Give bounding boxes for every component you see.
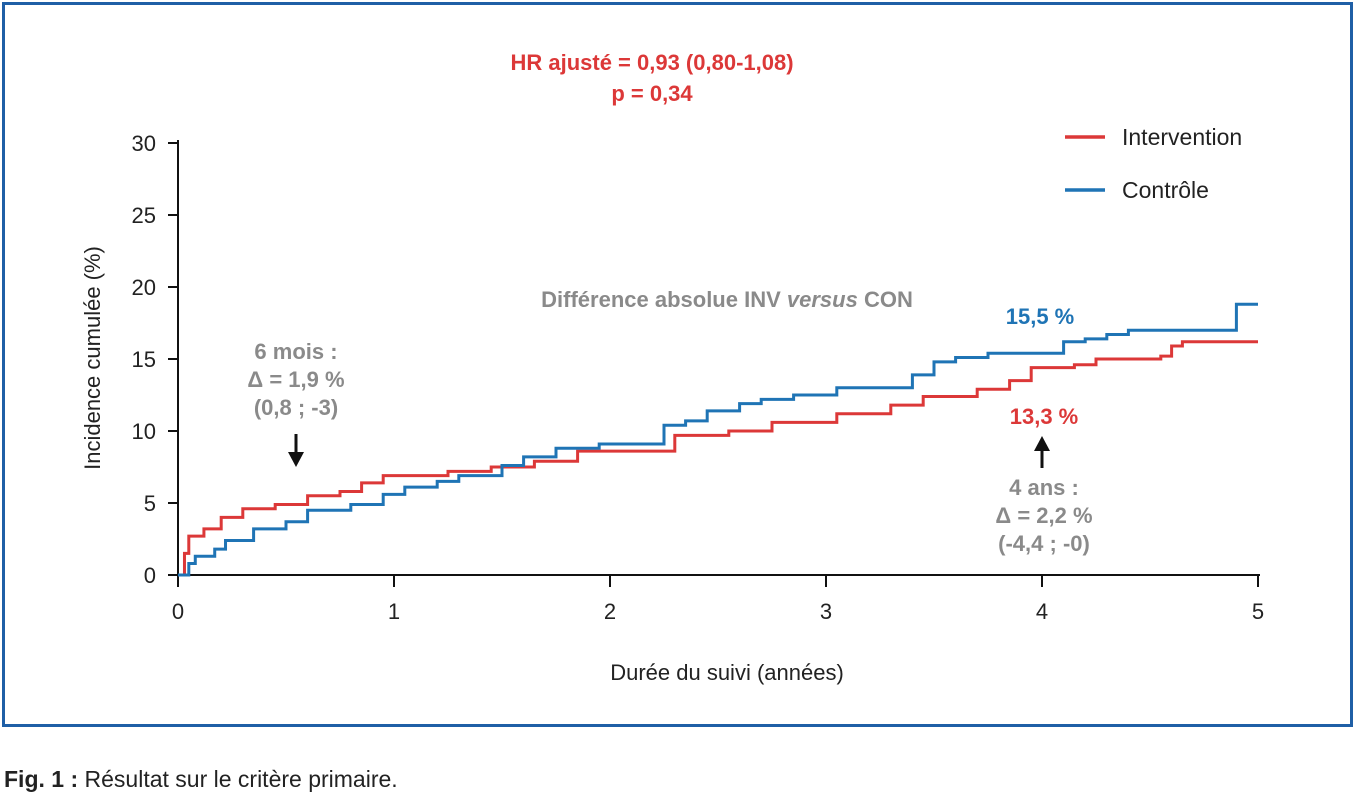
legend-label-controle: Contrôle	[1122, 177, 1209, 203]
up-arrow-icon	[1034, 436, 1050, 468]
series-line-controle	[178, 302, 1258, 577]
six-months-line1: 6 mois :	[254, 339, 337, 364]
x-tick-label: 0	[172, 599, 184, 624]
six-months-annotation: 6 mois : Δ = 1,9 % (0,8 ; -3)	[247, 339, 345, 467]
y-tick-label: 15	[132, 347, 156, 372]
four-years-line2: Δ = 2,2 %	[995, 503, 1092, 528]
intervention-value-label: 13,3 %	[1010, 404, 1079, 429]
x-tick-label: 2	[604, 599, 616, 624]
six-months-line2: Δ = 1,9 %	[247, 367, 344, 392]
caption-text: Résultat sur le critère primaire.	[78, 766, 398, 792]
y-tick-label: 20	[132, 275, 156, 300]
down-arrow-icon	[288, 434, 304, 467]
figure-caption: Fig. 1 : Résultat sur le critère primair…	[4, 766, 398, 793]
control-value-label: 15,5 %	[1006, 304, 1075, 329]
y-tick-label: 10	[132, 419, 156, 444]
four-years-annotation: 4 ans : Δ = 2,2 % (-4,4 ; -0)	[995, 436, 1093, 556]
legend-label-intervention: Intervention	[1122, 124, 1242, 150]
chart: HR ajusté = 0,93 (0,80-1,08) p = 0,34 0 5…	[80, 50, 1264, 685]
x-tick-label: 4	[1036, 599, 1048, 624]
x-tick-label: 1	[388, 599, 400, 624]
x-tick-label: 3	[820, 599, 832, 624]
legend: Intervention Contrôle	[1065, 124, 1242, 203]
hr-annotation: HR ajusté = 0,93 (0,80-1,08)	[510, 50, 793, 75]
figure-frame	[2, 2, 1353, 727]
y-axis-label: Incidence cumulée (%)	[80, 246, 105, 470]
y-axis: 0 5 10 15 20 25 30	[132, 131, 179, 588]
p-value-annotation: p = 0,34	[611, 81, 693, 106]
y-tick-label: 30	[132, 131, 156, 156]
six-months-line3: (0,8 ; -3)	[254, 395, 338, 420]
x-tick-label: 5	[1252, 599, 1264, 624]
y-tick-label: 25	[132, 203, 156, 228]
series-line-intervention	[178, 340, 1258, 577]
y-tick-label: 0	[144, 563, 156, 588]
difference-title: Différence absolue INV versus CON	[541, 287, 913, 312]
four-years-line3: (-4,4 ; -0)	[998, 531, 1090, 556]
four-years-line1: 4 ans :	[1009, 475, 1079, 500]
caption-label: Fig. 1 :	[4, 766, 79, 792]
x-axis-label: Durée du suivi (années)	[610, 660, 844, 685]
y-tick-label: 5	[144, 491, 156, 516]
x-axis: 0 1 2 3 4 5	[172, 574, 1264, 624]
